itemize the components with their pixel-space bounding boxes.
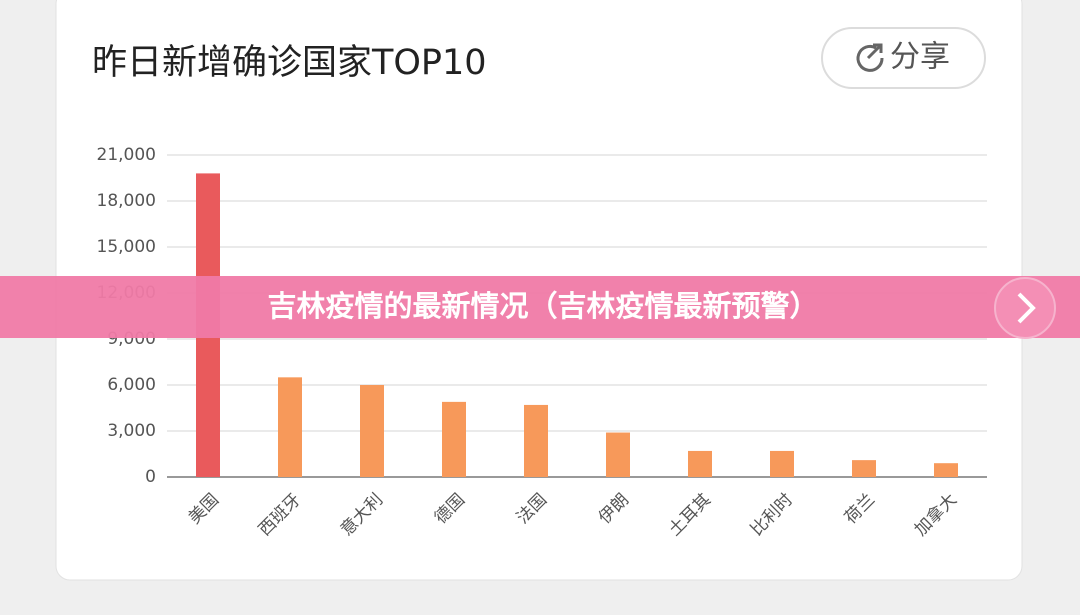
bar — [852, 460, 876, 477]
y-tick-label: 21,000 — [97, 145, 156, 165]
y-tick-label: 3,000 — [107, 421, 156, 441]
bar — [606, 432, 630, 477]
chart-title: 昨日新增确诊国家TOP10 — [92, 43, 487, 83]
bar — [934, 463, 958, 477]
share-icon-arrow — [866, 43, 883, 60]
y-tick-label: 0 — [145, 467, 156, 487]
banner-text: 吉林疫情的最新情况（吉林疫情最新预警） — [267, 289, 818, 323]
share-button[interactable]: 分享 — [821, 27, 986, 89]
share-pill[interactable] — [821, 27, 986, 89]
share-label[interactable]: 分享 — [890, 40, 950, 75]
share-icon — [856, 44, 884, 72]
bar — [442, 401, 466, 477]
bar — [524, 404, 548, 477]
y-tick-label: 15,000 — [97, 237, 156, 257]
next-button[interactable] — [994, 277, 1056, 339]
bar — [278, 377, 302, 477]
next-arrow — [1017, 292, 1036, 324]
y-tick-label: 6,000 — [107, 375, 156, 395]
bar — [360, 385, 384, 477]
bar — [770, 450, 794, 477]
bar — [688, 450, 712, 477]
y-tick-label: 18,000 — [97, 191, 156, 211]
banner — [0, 276, 1080, 338]
